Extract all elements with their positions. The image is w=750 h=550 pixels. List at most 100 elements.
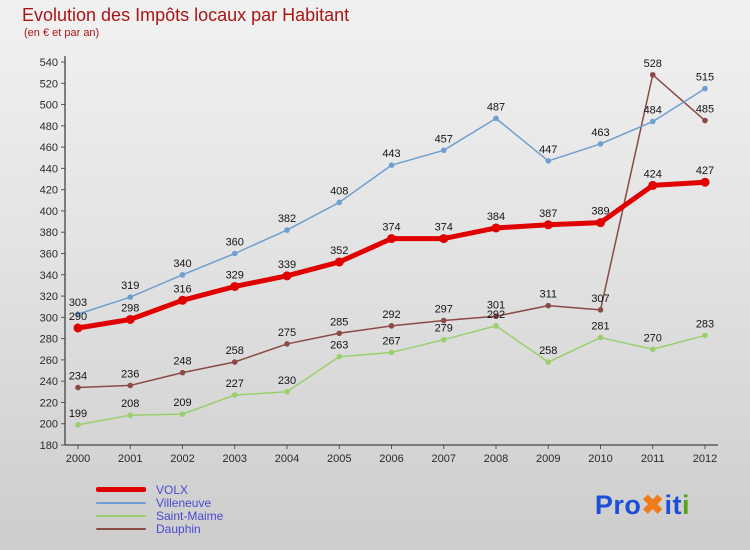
y-tick-label: 240: [40, 376, 58, 388]
data-label: 199: [69, 408, 87, 420]
data-label: 258: [539, 345, 557, 357]
data-label: 298: [121, 302, 139, 314]
logo-segment: it: [664, 490, 682, 520]
data-point-dauphin: [75, 384, 81, 391]
y-tick-label: 540: [40, 57, 58, 69]
x-tick-label: 2011: [641, 453, 665, 465]
x-tick-label: 2005: [327, 453, 351, 465]
data-point-volx: [648, 180, 658, 190]
data-label: 258: [226, 345, 244, 357]
legend-swatch: [96, 514, 146, 517]
legend-item-dauphin: Dauphin: [96, 522, 223, 535]
data-label: 484: [644, 105, 662, 117]
data-point-dauphin: [545, 302, 552, 309]
data-point-saint-maime: [440, 336, 447, 343]
data-label: 307: [591, 293, 609, 305]
data-point-villeneuve: [545, 158, 552, 164]
legend-label: Villeneuve: [156, 495, 212, 510]
data-label: 387: [539, 208, 557, 220]
x-tick-label: 2001: [118, 453, 142, 465]
data-label: 443: [382, 148, 400, 160]
data-label: 487: [487, 101, 505, 113]
data-point-dauphin: [702, 117, 708, 124]
data-label: 270: [644, 332, 662, 344]
data-label: 248: [173, 356, 191, 368]
data-label: 230: [278, 375, 296, 387]
data-point-dauphin: [284, 341, 290, 347]
data-label: 292: [487, 309, 505, 321]
data-label: 339: [278, 259, 296, 271]
chart-legend: VOLX Villeneuve Saint-Maime Dauphin: [96, 483, 223, 535]
y-tick-label: 520: [40, 78, 58, 90]
data-label: 279: [435, 323, 453, 335]
data-label: 290: [69, 311, 87, 323]
data-label: 234: [69, 371, 87, 383]
x-tick-label: 2003: [223, 453, 247, 465]
data-label: 360: [226, 237, 244, 249]
data-point-saint-maime: [702, 332, 708, 339]
data-label: 384: [487, 211, 505, 223]
logo-segment: ✖: [641, 490, 665, 520]
data-label: 515: [696, 72, 714, 84]
legend-label: Dauphin: [156, 521, 201, 536]
data-point-dauphin: [493, 313, 499, 320]
data-label: 285: [330, 316, 348, 328]
logo-segment: i: [681, 490, 690, 520]
data-point-villeneuve: [493, 115, 499, 122]
data-label: 374: [435, 222, 453, 234]
y-tick-label: 180: [40, 440, 58, 452]
data-label: 292: [382, 309, 400, 321]
data-point-villeneuve: [336, 199, 343, 206]
y-tick-label: 220: [40, 397, 58, 409]
series-line-villeneuve: [77, 87, 706, 315]
data-point-villeneuve: [702, 85, 708, 92]
y-tick-label: 500: [40, 100, 58, 112]
data-point-dauphin: [440, 317, 447, 324]
data-label: 389: [591, 206, 609, 218]
data-label: 382: [278, 213, 296, 225]
data-point-volx: [387, 234, 396, 244]
legend-label: Saint-Maime: [156, 508, 224, 523]
data-point-volx: [73, 323, 83, 333]
legend-item-volx: VOLX: [96, 483, 223, 496]
data-label: 316: [173, 283, 191, 295]
page-subtitle: (en € et par an): [24, 27, 100, 39]
legend-item-saint-maime: Saint-Maime: [96, 509, 223, 522]
data-point-saint-maime: [75, 421, 81, 428]
legend-item-villeneuve: Villeneuve: [96, 496, 223, 509]
x-tick-label: 2010: [588, 453, 612, 465]
data-label: 209: [173, 397, 191, 409]
legend-label: VOLX: [156, 482, 189, 497]
x-tick-label: 2000: [66, 453, 90, 465]
data-point-saint-maime: [388, 349, 395, 356]
data-point-saint-maime: [597, 334, 604, 341]
data-point-dauphin: [597, 307, 604, 313]
proxiti-logo: Pro✖iti: [595, 490, 690, 521]
data-label: 267: [382, 335, 400, 347]
data-label: 427: [696, 165, 714, 177]
data-point-villeneuve: [649, 118, 656, 125]
data-label: 275: [278, 327, 296, 339]
data-point-saint-maime: [284, 389, 290, 395]
data-point-volx: [491, 223, 501, 233]
data-point-saint-maime: [179, 411, 186, 417]
page-title: Evolution des Impôts locaux par Habitant: [22, 5, 350, 25]
x-tick-label: 2007: [432, 453, 456, 465]
y-tick-label: 380: [40, 227, 58, 239]
data-label: 281: [591, 321, 609, 333]
data-label: 283: [696, 318, 714, 330]
data-point-dauphin: [179, 369, 186, 376]
data-label: 352: [330, 245, 348, 257]
y-tick-label: 400: [40, 206, 58, 218]
legend-swatch: [96, 527, 146, 530]
data-point-saint-maime: [649, 346, 656, 353]
data-point-volx: [334, 257, 344, 267]
data-label: 208: [121, 398, 139, 410]
data-label: 297: [435, 304, 453, 316]
series-line-volx: [75, 179, 708, 331]
y-tick-label: 440: [40, 163, 58, 175]
data-label: 340: [173, 258, 191, 270]
data-point-volx: [125, 314, 135, 324]
data-point-saint-maime: [493, 323, 499, 329]
y-tick-label: 300: [40, 312, 58, 324]
